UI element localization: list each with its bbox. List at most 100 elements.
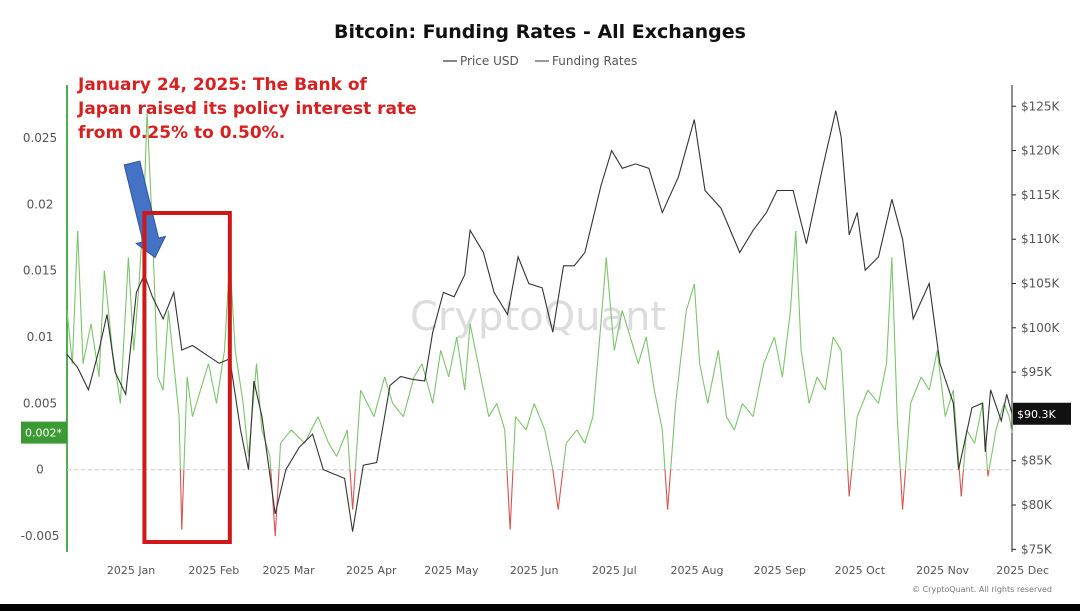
watermark: CryptoQuant — [410, 294, 666, 340]
funding-rate-segment — [851, 416, 858, 470]
funding-rate-segment — [664, 469, 669, 510]
legend-price-label[interactable]: Price USD — [460, 54, 519, 68]
funding-rate-segment — [143, 111, 148, 192]
funding-rate-segment — [584, 416, 594, 444]
y-right-tick-label: $105K — [1021, 276, 1061, 290]
funding-rate-segment — [456, 336, 466, 391]
copyright: © CryptoQuant. All rights reserved — [912, 585, 1052, 594]
x-tick-label: 2025 Mar — [262, 564, 315, 577]
funding-rate-segment — [944, 389, 954, 417]
funding-rate-segment — [157, 376, 164, 391]
y-right-tick-label: $85K — [1021, 454, 1053, 468]
funding-rate-segment — [255, 363, 263, 430]
legend-funding-label[interactable]: Funding Rates — [552, 54, 637, 68]
annotation-text-line: from 0.25% to 0.50%. — [78, 123, 285, 143]
funding-rate-segment — [741, 403, 754, 418]
funding-rate-segment — [352, 469, 356, 510]
funding-rate-segment — [515, 416, 527, 431]
funding-rate-segment — [191, 389, 202, 417]
funding-rate-segment — [966, 429, 976, 444]
funding-rate-segment — [469, 323, 479, 364]
plot-area — [66, 110, 1013, 537]
funding-rate-segment — [699, 363, 709, 404]
funding-rate-segment — [336, 429, 348, 457]
funding-rate-segment — [178, 416, 181, 470]
y-left-axis: 0.025 0.02 0.015 0.01 0.005 0 -0.005 — [21, 131, 60, 543]
funding-rate-segment — [533, 403, 546, 431]
funding-rate-segment — [488, 403, 498, 417]
funding-rate-segment — [936, 350, 946, 417]
funding-rate-segment — [413, 363, 423, 378]
funding-rate-segment — [103, 270, 113, 351]
price-badge-label: $90.3K — [1017, 408, 1056, 421]
y-left-tick-label: 0.02 — [27, 197, 54, 211]
funding-rate-segment — [910, 376, 922, 404]
funding-rate-segment — [440, 350, 450, 378]
funding-rate-segment — [234, 350, 244, 404]
funding-rate-segment — [207, 363, 218, 404]
funding-rate-segment — [506, 469, 511, 530]
funding-rate-segment — [162, 310, 169, 391]
annotation-highlight-box — [142, 211, 232, 544]
y-right-tick-label: $95K — [1021, 365, 1053, 379]
funding-rate-segment — [832, 336, 842, 351]
funding-rate-segment — [685, 283, 695, 311]
funding-rate-segment — [847, 469, 850, 497]
x-axis: 2025 Jan 2025 Feb 2025 Mar 2025 Apr 2025 May… — [107, 564, 1049, 577]
funding-rate-segment — [885, 257, 893, 364]
y-left-tick-label: 0 — [36, 463, 44, 477]
x-tick-label: 2025 Sep — [754, 564, 806, 577]
funding-rate-segment — [621, 310, 631, 338]
funding-rate-segment — [928, 350, 938, 391]
funding-rate-segment — [199, 363, 210, 391]
y-right-axis: $125K $120K $115K $110K $105K $100K $95K $85K $8… — [1012, 99, 1061, 556]
x-tick-label: 2025 Apr — [346, 564, 397, 577]
funding-rate-segment — [707, 350, 719, 404]
y-left-tick-label: 0.01 — [27, 330, 54, 344]
y-right-tick-label: $100K — [1021, 321, 1061, 335]
x-tick-label: 2025 Dec — [996, 564, 1049, 577]
funding-value-badge: 0.002* — [21, 421, 67, 444]
funding-rate-segment — [974, 403, 984, 444]
funding-rate-segment — [733, 403, 743, 431]
price-value-badge: $90.3K — [1013, 402, 1071, 425]
funding-rate-segment — [98, 270, 105, 377]
funding-rate-segment — [661, 429, 666, 470]
funding-rate-segment — [637, 336, 647, 364]
funding-rate-segment — [477, 363, 490, 417]
funding-rate-segment — [270, 469, 276, 537]
funding-rate-segment — [987, 469, 990, 477]
funding-rate-segment — [824, 336, 834, 391]
legend[interactable]: Price USD Funding Rates — [443, 54, 637, 68]
x-tick-label: 2025 Feb — [188, 564, 239, 577]
funding-rate-segment — [899, 469, 904, 510]
funding-rate-segment — [512, 416, 517, 470]
funding-rate-segment — [317, 416, 330, 444]
funding-rate-segment — [392, 403, 404, 418]
y-right-tick-label: $115K — [1021, 188, 1061, 202]
funding-rate-segment — [667, 469, 672, 510]
funding-rate-segment — [605, 257, 615, 351]
funding-rate-segment — [242, 403, 250, 457]
funding-rate-segment — [675, 310, 687, 404]
funding-rate-segment — [304, 416, 319, 444]
funding-rate-segment — [509, 469, 514, 530]
x-tick-label: 2025 Jul — [592, 564, 637, 577]
funding-rate-segment — [360, 389, 375, 417]
funding-rate-segment — [958, 469, 962, 497]
funding-rate-segment — [562, 443, 567, 470]
funding-rate-segment — [71, 230, 79, 364]
funding-rate-segment — [346, 429, 351, 470]
bottom-border — [0, 604, 1080, 611]
funding-rate-segment — [90, 323, 100, 377]
funding-rate-segment — [592, 323, 602, 417]
funding-rate-segment — [349, 469, 354, 510]
funding-rate-segment — [66, 310, 73, 364]
funding-rate-segment — [920, 376, 930, 391]
funding-rate-segment — [179, 469, 183, 530]
y-left-tick-label: 0.005 — [23, 396, 57, 410]
funding-rate-segment — [269, 456, 272, 470]
funding-rate-segment — [290, 429, 305, 444]
funding-rate-segment — [1008, 416, 1013, 433]
funding-rate-segment — [186, 376, 194, 417]
